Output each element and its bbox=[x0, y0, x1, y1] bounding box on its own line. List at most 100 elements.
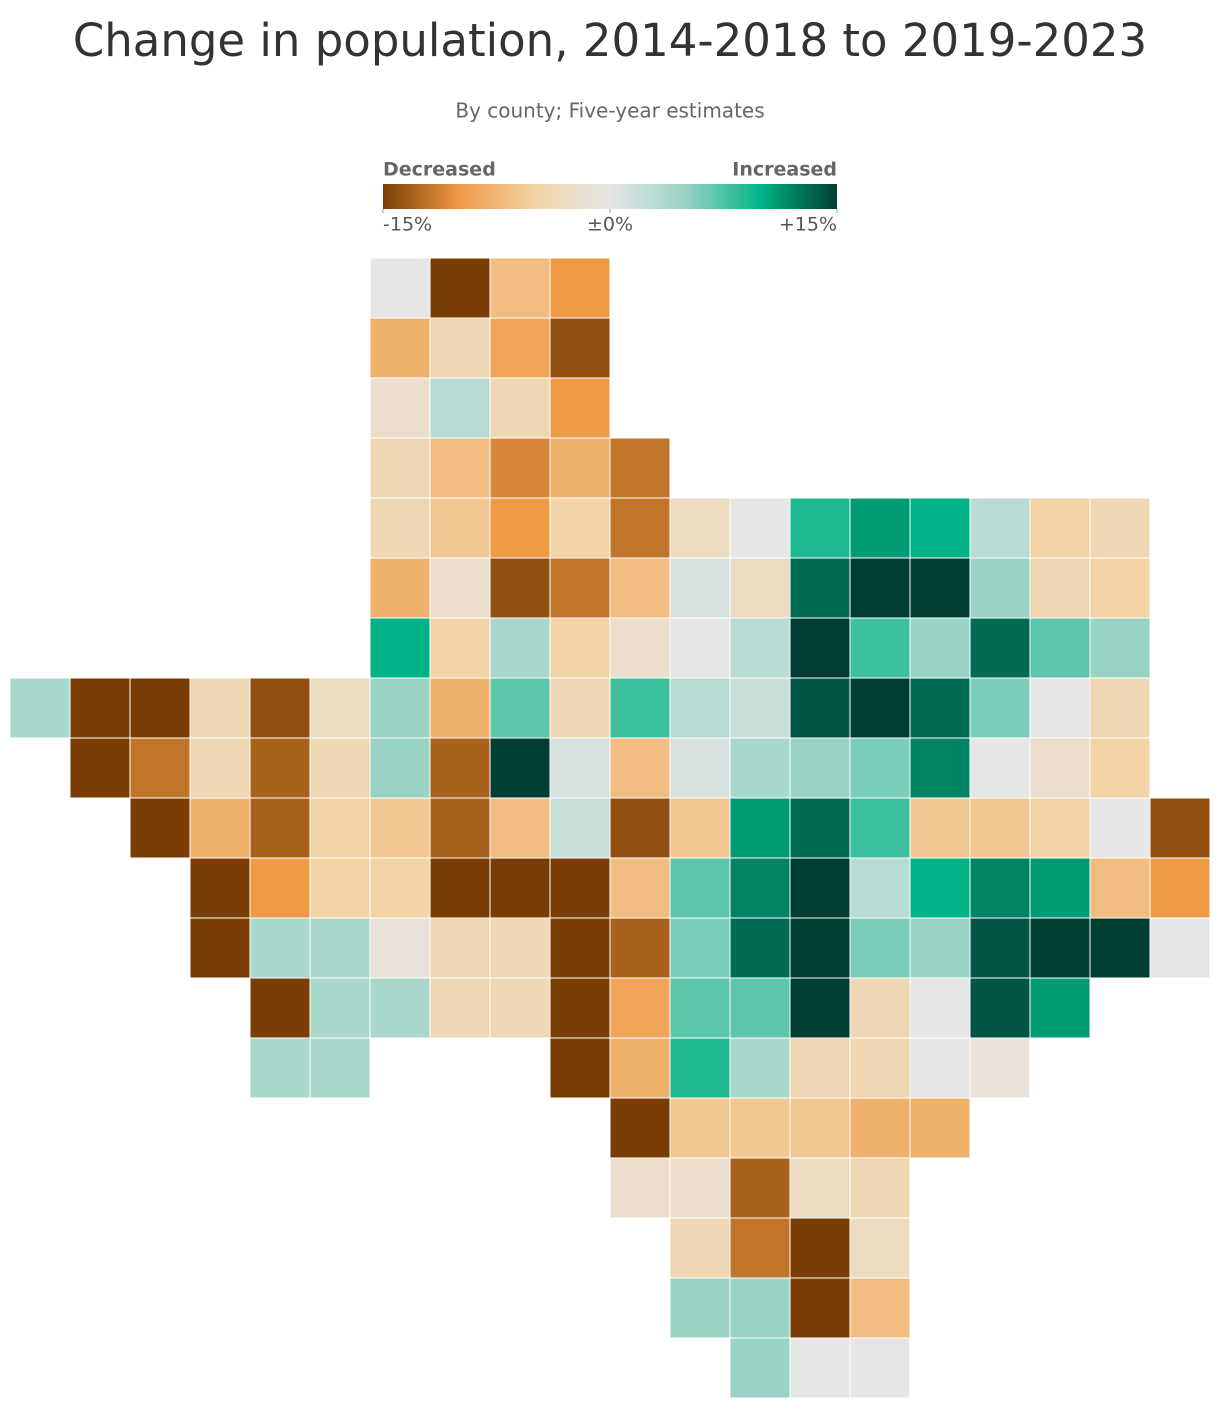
legend-tick-label: ±0% bbox=[587, 214, 633, 236]
county bbox=[669, 1037, 731, 1099]
county bbox=[669, 1277, 731, 1339]
county bbox=[909, 677, 971, 739]
county bbox=[489, 917, 551, 979]
county bbox=[249, 977, 311, 1039]
county bbox=[309, 857, 371, 919]
county bbox=[249, 797, 311, 859]
county bbox=[789, 497, 851, 559]
county bbox=[789, 857, 851, 919]
county bbox=[729, 917, 791, 979]
county bbox=[669, 977, 731, 1039]
county bbox=[669, 1157, 731, 1219]
county bbox=[1149, 917, 1211, 979]
county bbox=[1089, 857, 1151, 919]
county bbox=[249, 737, 311, 799]
county bbox=[729, 1037, 791, 1099]
county bbox=[309, 977, 371, 1039]
county bbox=[669, 617, 731, 679]
county bbox=[249, 857, 311, 919]
county bbox=[429, 497, 491, 559]
county bbox=[969, 917, 1031, 979]
county bbox=[729, 617, 791, 679]
county bbox=[849, 1037, 911, 1099]
county bbox=[549, 437, 611, 499]
county bbox=[369, 737, 431, 799]
county bbox=[789, 737, 851, 799]
county bbox=[189, 677, 251, 739]
county bbox=[849, 557, 911, 619]
county bbox=[429, 557, 491, 619]
county bbox=[969, 737, 1031, 799]
county bbox=[609, 497, 671, 559]
county bbox=[549, 677, 611, 739]
county bbox=[189, 737, 251, 799]
county bbox=[489, 857, 551, 919]
county bbox=[489, 617, 551, 679]
subtitle: By county; Five-year estimates bbox=[455, 99, 764, 123]
county bbox=[1029, 677, 1091, 739]
county bbox=[429, 737, 491, 799]
county bbox=[909, 797, 971, 859]
county bbox=[129, 797, 191, 859]
county bbox=[909, 1097, 971, 1159]
county bbox=[609, 797, 671, 859]
county bbox=[609, 437, 671, 499]
county bbox=[669, 677, 731, 739]
county bbox=[9, 677, 71, 739]
county bbox=[789, 797, 851, 859]
county bbox=[549, 497, 611, 559]
county bbox=[1029, 497, 1091, 559]
county bbox=[549, 377, 611, 439]
county bbox=[369, 497, 431, 559]
county bbox=[1029, 857, 1091, 919]
county bbox=[429, 797, 491, 859]
county bbox=[369, 857, 431, 919]
county bbox=[609, 1037, 671, 1099]
county bbox=[369, 317, 431, 379]
county bbox=[609, 737, 671, 799]
county bbox=[969, 857, 1031, 919]
county bbox=[849, 1217, 911, 1279]
county bbox=[789, 557, 851, 619]
county bbox=[969, 797, 1031, 859]
county bbox=[729, 1157, 791, 1219]
county bbox=[969, 557, 1031, 619]
county bbox=[729, 557, 791, 619]
county bbox=[1089, 677, 1151, 739]
county bbox=[909, 977, 971, 1039]
county bbox=[549, 617, 611, 679]
county bbox=[129, 737, 191, 799]
county bbox=[849, 1277, 911, 1339]
county bbox=[489, 377, 551, 439]
county bbox=[369, 257, 431, 319]
legend-tick-label: +15% bbox=[779, 214, 837, 236]
county bbox=[909, 1037, 971, 1099]
county bbox=[369, 797, 431, 859]
counties bbox=[9, 257, 1211, 1399]
county bbox=[429, 257, 491, 319]
legend-ramp bbox=[383, 184, 837, 209]
county bbox=[429, 317, 491, 379]
county bbox=[549, 257, 611, 319]
county bbox=[669, 917, 731, 979]
county bbox=[669, 737, 731, 799]
county bbox=[729, 977, 791, 1039]
county bbox=[1029, 797, 1091, 859]
county bbox=[609, 857, 671, 919]
county bbox=[969, 497, 1031, 559]
county bbox=[789, 1097, 851, 1159]
county bbox=[489, 797, 551, 859]
county bbox=[369, 677, 431, 739]
county bbox=[1029, 557, 1091, 619]
county bbox=[69, 737, 131, 799]
county bbox=[489, 977, 551, 1039]
county bbox=[369, 557, 431, 619]
county bbox=[489, 737, 551, 799]
county bbox=[429, 437, 491, 499]
county bbox=[429, 377, 491, 439]
county bbox=[849, 617, 911, 679]
county bbox=[549, 557, 611, 619]
county bbox=[1029, 917, 1091, 979]
county bbox=[969, 977, 1031, 1039]
